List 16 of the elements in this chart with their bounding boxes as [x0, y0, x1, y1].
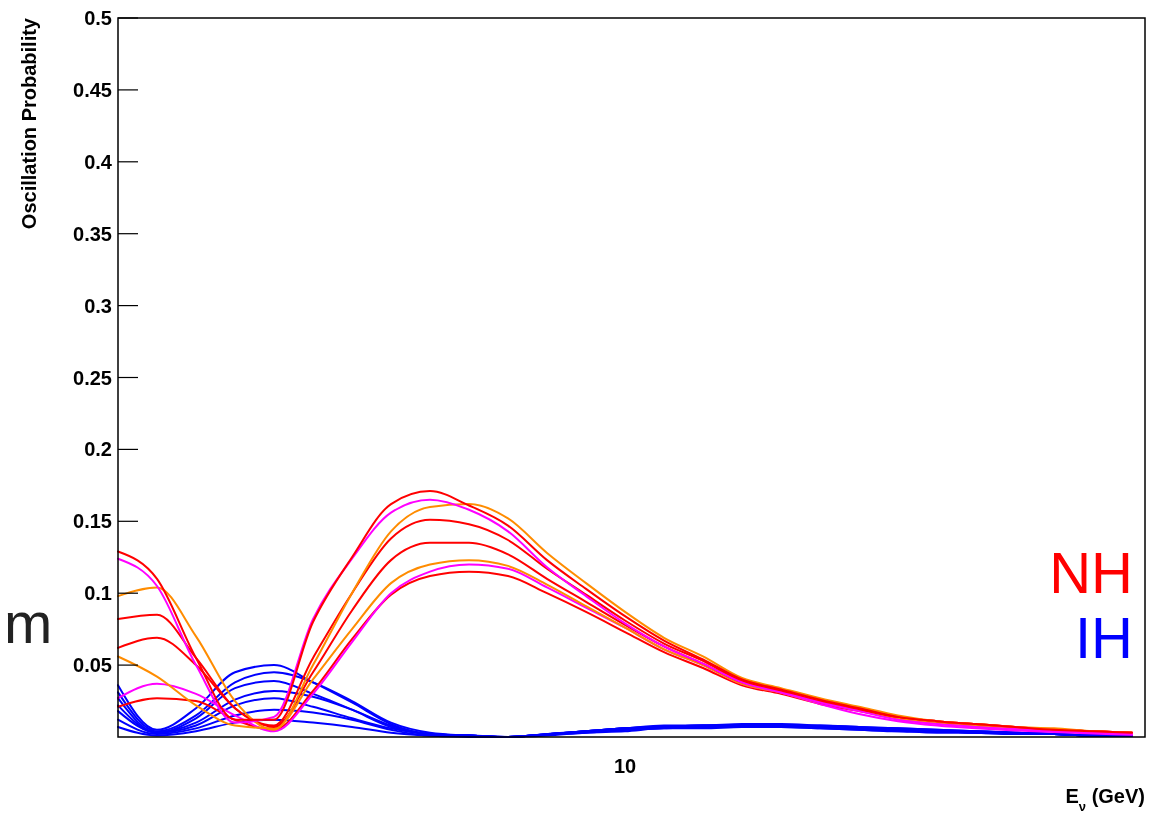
x-tick-label: 10: [613, 755, 637, 777]
y-tick-label: 0.25: [73, 366, 112, 389]
text: m: [4, 590, 53, 655]
y-tick-label: 0.1: [84, 582, 112, 605]
text: NH: [1049, 540, 1133, 606]
y-tick-label: 0.15: [73, 510, 112, 533]
x-axis-title: E$_{ν}$ (GeV): [1065, 785, 1145, 814]
y-axis-title: Oscillation Probability: [18, 17, 40, 230]
y-tick-label: 0.35: [73, 222, 112, 245]
y-tick-label: 0.4: [84, 150, 113, 173]
series-label: IH: [1075, 604, 1133, 670]
y-tick-label: 0.3: [84, 294, 112, 317]
y-tick-label: 0.2: [84, 438, 112, 461]
y-tick-label: 0.05: [73, 654, 112, 677]
y-tick-label: 0.5: [84, 7, 112, 29]
y-tick-label: 0.45: [73, 78, 112, 101]
